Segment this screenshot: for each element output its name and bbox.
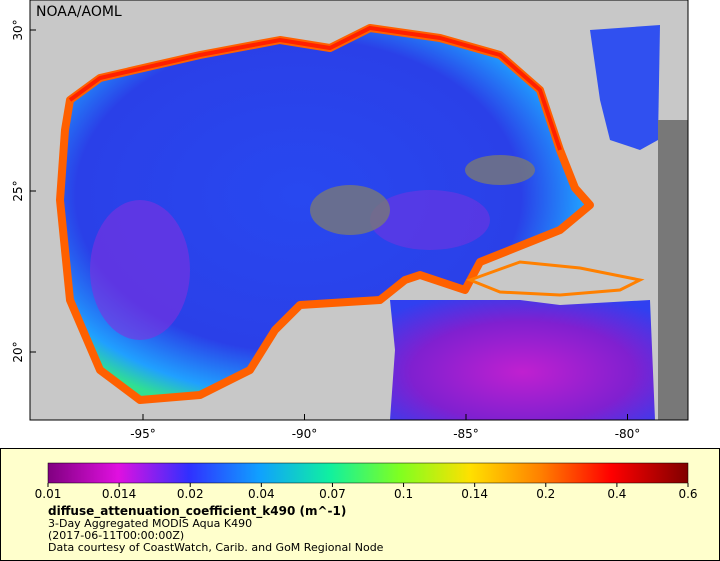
lon-label: -80° bbox=[615, 427, 641, 441]
colorbar-label: 0.6 bbox=[678, 487, 697, 501]
lat-label: 20° bbox=[11, 341, 25, 362]
source: Data courtesy of CoastWatch, Carib. and … bbox=[48, 541, 384, 554]
colorbar-label: 0.1 bbox=[394, 487, 413, 501]
credit: NOAA/AOML bbox=[36, 4, 122, 20]
lat-axis: 30° 25° 20° bbox=[11, 19, 36, 363]
low-k-patch bbox=[90, 200, 190, 340]
lat-label: 25° bbox=[11, 180, 25, 201]
colorbar-label: 0.02 bbox=[177, 487, 204, 501]
time: (2017-06-11T00:00:00Z) bbox=[48, 529, 184, 542]
lon-axis: -95° -90° -85° -80° bbox=[130, 414, 640, 441]
low-k-patch bbox=[370, 190, 490, 250]
colorbar-label: 0.14 bbox=[461, 487, 488, 501]
lon-label: -90° bbox=[292, 427, 318, 441]
map-frame bbox=[29, 0, 689, 421]
colorbar-label: 0.2 bbox=[536, 487, 555, 501]
lat-label: 30° bbox=[11, 19, 25, 40]
colorbar bbox=[47, 462, 689, 484]
legend-panel: 0.01 0.014 0.02 0.04 0.07 0.1 0.14 0.2 0.4 0.6 di… bbox=[0, 448, 720, 561]
colorbar-label: 0.014 bbox=[102, 487, 136, 501]
cuba bbox=[465, 260, 645, 297]
atlantic bbox=[590, 25, 660, 150]
coastal-high bbox=[68, 25, 562, 151]
colorbar-label: 0.04 bbox=[248, 487, 275, 501]
cloud-patch bbox=[310, 185, 390, 235]
caribbean bbox=[390, 300, 655, 420]
colorbar-label: 0.4 bbox=[607, 487, 626, 501]
cloud-patch bbox=[465, 155, 535, 185]
map: NOAA/AOML 30° 25° 20° -95° -90° -85° -80° bbox=[11, 0, 689, 441]
dataset: 3-Day Aggregated MODIS Aqua K490 bbox=[48, 517, 252, 530]
no-data bbox=[658, 120, 688, 420]
lon-label: -95° bbox=[130, 427, 156, 441]
lon-label: -85° bbox=[453, 427, 479, 441]
variable: diffuse_attenuation_coefficient_k490 (m^… bbox=[48, 504, 346, 519]
colorbar-label: 0.01 bbox=[35, 487, 62, 501]
colorbar-label: 0.07 bbox=[319, 487, 346, 501]
colorbar-ticks: 0.01 0.014 0.02 0.04 0.07 0.1 0.14 0.2 0.4 0.6 bbox=[35, 483, 698, 501]
